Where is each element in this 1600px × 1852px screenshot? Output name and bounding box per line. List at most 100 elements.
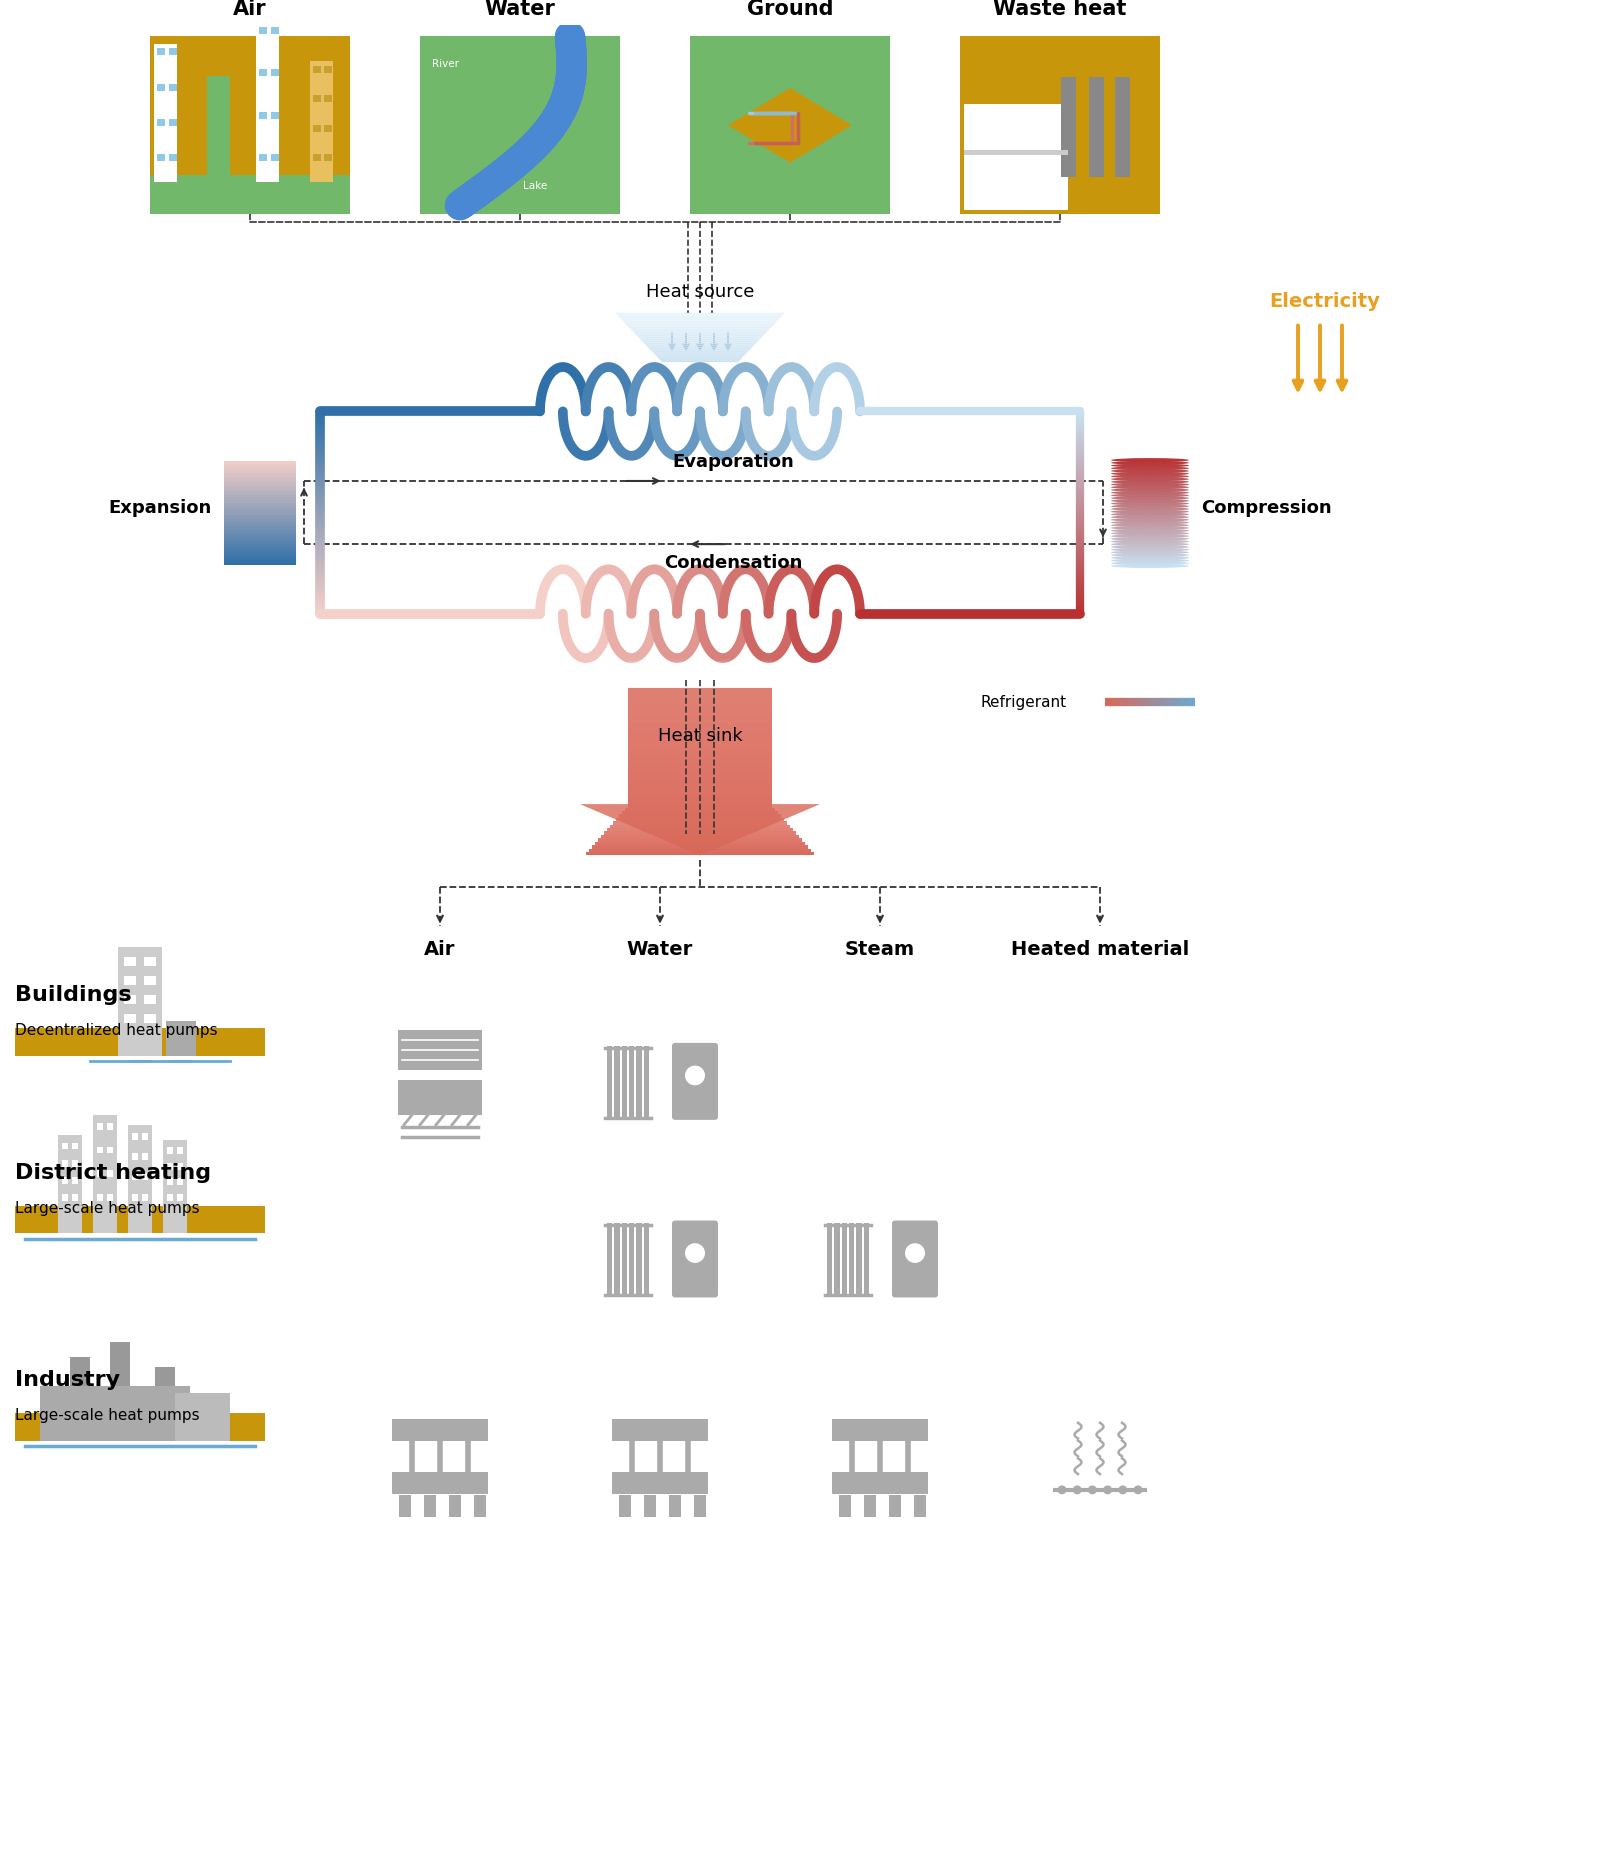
Polygon shape: [602, 835, 798, 839]
Polygon shape: [661, 359, 739, 363]
Polygon shape: [627, 767, 771, 770]
FancyBboxPatch shape: [131, 1174, 138, 1180]
Ellipse shape: [1110, 467, 1189, 470]
Ellipse shape: [1110, 502, 1189, 506]
FancyBboxPatch shape: [312, 124, 320, 131]
Text: Expansion: Expansion: [109, 498, 211, 517]
Polygon shape: [616, 819, 784, 820]
Ellipse shape: [1110, 457, 1189, 463]
FancyBboxPatch shape: [1061, 78, 1075, 176]
FancyBboxPatch shape: [963, 150, 1069, 156]
Ellipse shape: [1110, 548, 1189, 552]
Polygon shape: [627, 780, 771, 783]
Polygon shape: [627, 783, 771, 787]
Text: Large-scale heat pumps: Large-scale heat pumps: [14, 1200, 200, 1215]
FancyBboxPatch shape: [166, 1020, 195, 1056]
Polygon shape: [627, 739, 771, 743]
Polygon shape: [627, 791, 771, 795]
Polygon shape: [619, 815, 781, 819]
FancyBboxPatch shape: [224, 535, 296, 539]
Polygon shape: [613, 820, 787, 824]
FancyBboxPatch shape: [637, 1224, 642, 1295]
Polygon shape: [626, 324, 774, 326]
Polygon shape: [619, 317, 781, 319]
FancyBboxPatch shape: [224, 528, 296, 532]
Ellipse shape: [1110, 469, 1189, 472]
FancyBboxPatch shape: [312, 154, 320, 161]
FancyBboxPatch shape: [163, 1139, 187, 1233]
FancyBboxPatch shape: [627, 665, 773, 667]
Text: Water: Water: [485, 0, 555, 19]
Polygon shape: [627, 698, 771, 702]
FancyBboxPatch shape: [259, 69, 267, 76]
Polygon shape: [627, 726, 771, 730]
Ellipse shape: [1110, 544, 1189, 548]
FancyBboxPatch shape: [835, 1224, 840, 1295]
Polygon shape: [642, 341, 758, 343]
FancyBboxPatch shape: [627, 678, 773, 680]
FancyBboxPatch shape: [224, 469, 296, 472]
Text: Ground: Ground: [747, 0, 834, 19]
Ellipse shape: [1110, 474, 1189, 478]
FancyBboxPatch shape: [627, 680, 773, 683]
Polygon shape: [635, 335, 765, 337]
FancyBboxPatch shape: [72, 1159, 78, 1167]
FancyBboxPatch shape: [107, 1170, 114, 1178]
FancyBboxPatch shape: [224, 507, 296, 511]
Polygon shape: [627, 774, 771, 776]
FancyBboxPatch shape: [627, 674, 773, 676]
FancyBboxPatch shape: [150, 174, 350, 215]
FancyBboxPatch shape: [864, 1495, 877, 1517]
FancyBboxPatch shape: [450, 1495, 461, 1517]
FancyBboxPatch shape: [72, 1143, 78, 1150]
Circle shape: [1102, 1485, 1112, 1495]
FancyBboxPatch shape: [224, 561, 296, 565]
FancyBboxPatch shape: [72, 1176, 78, 1183]
FancyBboxPatch shape: [627, 672, 773, 674]
Ellipse shape: [1110, 520, 1189, 524]
Ellipse shape: [1110, 480, 1189, 483]
Polygon shape: [618, 315, 782, 317]
FancyBboxPatch shape: [178, 1163, 182, 1170]
FancyBboxPatch shape: [144, 957, 157, 967]
Polygon shape: [627, 746, 771, 750]
FancyBboxPatch shape: [694, 1495, 706, 1517]
FancyBboxPatch shape: [474, 1495, 486, 1517]
FancyBboxPatch shape: [125, 957, 136, 967]
Text: Heated material: Heated material: [1011, 941, 1189, 959]
Polygon shape: [592, 845, 808, 848]
Text: Steam: Steam: [845, 941, 915, 959]
Circle shape: [1133, 1485, 1142, 1495]
FancyBboxPatch shape: [832, 1419, 928, 1441]
Circle shape: [1072, 1485, 1082, 1495]
Text: Heat source: Heat source: [646, 283, 754, 300]
FancyBboxPatch shape: [224, 520, 296, 524]
FancyBboxPatch shape: [178, 1195, 182, 1200]
Polygon shape: [621, 319, 779, 320]
FancyBboxPatch shape: [150, 37, 350, 215]
FancyBboxPatch shape: [224, 496, 296, 500]
FancyBboxPatch shape: [58, 1135, 82, 1233]
Text: Decentralized heat pumps: Decentralized heat pumps: [14, 1022, 218, 1039]
FancyBboxPatch shape: [310, 61, 333, 181]
FancyBboxPatch shape: [142, 1195, 147, 1200]
FancyBboxPatch shape: [627, 665, 773, 669]
FancyBboxPatch shape: [178, 1148, 182, 1154]
FancyBboxPatch shape: [643, 1046, 650, 1117]
FancyBboxPatch shape: [270, 28, 278, 33]
Polygon shape: [650, 348, 750, 350]
FancyBboxPatch shape: [312, 67, 320, 74]
FancyBboxPatch shape: [270, 154, 278, 161]
FancyBboxPatch shape: [325, 154, 333, 161]
FancyBboxPatch shape: [259, 154, 267, 161]
FancyBboxPatch shape: [144, 939, 157, 946]
FancyBboxPatch shape: [627, 661, 773, 663]
FancyBboxPatch shape: [637, 1046, 642, 1117]
FancyBboxPatch shape: [157, 119, 165, 126]
Polygon shape: [610, 824, 790, 828]
FancyBboxPatch shape: [110, 1343, 130, 1441]
Ellipse shape: [1110, 561, 1189, 565]
Polygon shape: [630, 328, 770, 330]
FancyBboxPatch shape: [142, 1133, 147, 1139]
Text: Air: Air: [234, 0, 267, 19]
